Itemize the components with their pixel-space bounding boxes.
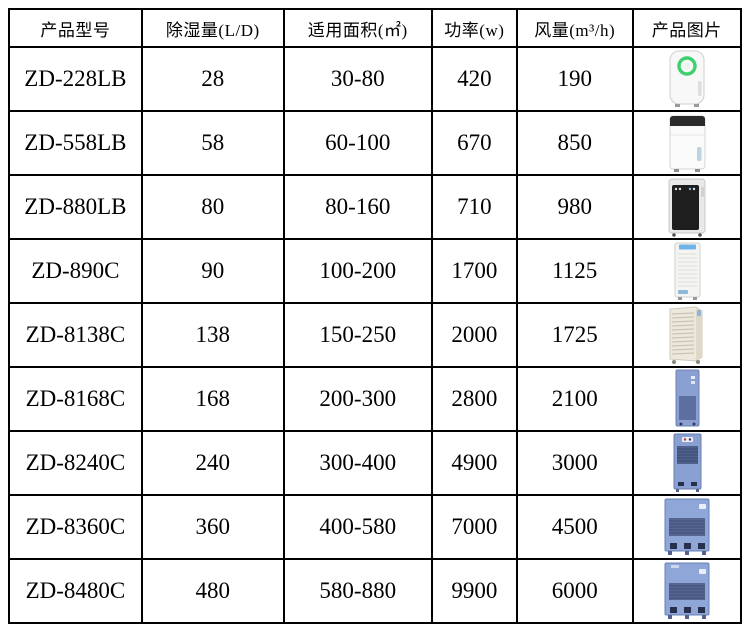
airflow-cell: 980 (515, 174, 634, 240)
power-cell: 2800 (430, 366, 518, 432)
area-cell: 580-880 (282, 558, 433, 624)
area-cell: 400-580 (282, 494, 433, 560)
header-cell-power: 功率(w) (430, 8, 518, 48)
area-cell: 150-250 (282, 302, 433, 368)
product-image-cell (631, 366, 742, 432)
product-image-cell (631, 430, 742, 496)
dehumidify-cell: 58 (140, 110, 285, 176)
model-cell: ZD-8360C (8, 494, 143, 560)
area-cell: 30-80 (282, 46, 433, 112)
product-image-beige-louvered (669, 306, 703, 364)
model-cell: ZD-558LB (8, 110, 143, 176)
dehumidify-cell: 240 (140, 430, 285, 496)
model-cell: ZD-8480C (8, 558, 143, 624)
power-cell: 4900 (430, 430, 518, 496)
header-row: 产品型号 除湿量(L/D) 适用面积(㎡) 功率(w) 风量(m³/h) 产品图… (8, 8, 742, 48)
power-cell: 2000 (430, 302, 518, 368)
product-image-blue-industrial (673, 433, 702, 492)
model-cell: ZD-890C (8, 238, 143, 304)
power-cell: 7000 (430, 494, 518, 560)
table-row: ZD-890C 90 100-200 1700 1125 (8, 238, 742, 304)
airflow-cell: 3000 (515, 430, 634, 496)
area-cell: 300-400 (282, 430, 433, 496)
dehumidify-cell: 480 (140, 558, 285, 624)
area-cell: 100-200 (282, 238, 433, 304)
product-image-blue-industrial-wide-labeled (664, 562, 710, 619)
product-image-white-compact-green-ring (669, 50, 705, 107)
product-image-cell (631, 174, 742, 240)
product-image-blue-industrial-wide (664, 498, 710, 555)
area-cell: 200-300 (282, 366, 433, 432)
product-image-blue-tower (675, 369, 700, 427)
product-image-cell (631, 302, 742, 368)
product-image-cell (631, 238, 742, 304)
model-cell: ZD-8240C (8, 430, 143, 496)
power-cell: 710 (430, 174, 518, 240)
dehumidify-cell: 138 (140, 302, 285, 368)
power-cell: 9900 (430, 558, 518, 624)
power-cell: 1700 (430, 238, 518, 304)
product-spec-table-wrap: 产品型号 除湿量(L/D) 适用面积(㎡) 功率(w) 风量(m³/h) 产品图… (8, 8, 742, 624)
header-cell-dehumidify: 除湿量(L/D) (140, 8, 285, 48)
power-cell: 420 (430, 46, 518, 112)
table-row: ZD-8240C 240 300-400 4900 3000 (8, 430, 742, 496)
table-row: ZD-228LB 28 30-80 420 190 (8, 46, 742, 112)
header-cell-model: 产品型号 (8, 8, 143, 48)
header-cell-airflow: 风量(m³/h) (515, 8, 634, 48)
dehumidify-cell: 28 (140, 46, 285, 112)
table-row: ZD-8480C 480 580-880 9900 6000 (8, 558, 742, 624)
dehumidify-cell: 168 (140, 366, 285, 432)
dehumidify-cell: 90 (140, 238, 285, 304)
product-image-black-front (668, 178, 706, 237)
table-row: ZD-558LB 58 60-100 670 850 (8, 110, 742, 176)
header-cell-area: 适用面积(㎡) (282, 8, 433, 48)
model-cell: ZD-8138C (8, 302, 143, 368)
table-row: ZD-8168C 168 200-300 2800 2100 (8, 366, 742, 432)
airflow-cell: 1725 (515, 302, 634, 368)
airflow-cell: 2100 (515, 366, 634, 432)
product-image-cell (631, 46, 742, 112)
table-row: ZD-8360C 360 400-580 7000 4500 (8, 494, 742, 560)
table-row: ZD-880LB 80 80-160 710 980 (8, 174, 742, 240)
airflow-cell: 6000 (515, 558, 634, 624)
airflow-cell: 850 (515, 110, 634, 176)
model-cell: ZD-228LB (8, 46, 143, 112)
table-row: ZD-8138C 138 150-250 2000 1725 (8, 302, 742, 368)
model-cell: ZD-880LB (8, 174, 143, 240)
header-cell-image: 产品图片 (631, 8, 742, 48)
model-cell: ZD-8168C (8, 366, 143, 432)
airflow-cell: 1125 (515, 238, 634, 304)
airflow-cell: 4500 (515, 494, 634, 560)
dehumidify-cell: 360 (140, 494, 285, 560)
product-image-cell (631, 494, 742, 560)
area-cell: 80-160 (282, 174, 433, 240)
airflow-cell: 190 (515, 46, 634, 112)
product-image-cell (631, 558, 742, 624)
product-spec-table: 产品型号 除湿量(L/D) 适用面积(㎡) 功率(w) 风量(m³/h) 产品图… (8, 8, 742, 624)
power-cell: 670 (430, 110, 518, 176)
product-image-cell (631, 110, 742, 176)
area-cell: 60-100 (282, 110, 433, 176)
product-image-white-tower-blue-display (674, 242, 701, 300)
dehumidify-cell: 80 (140, 174, 285, 240)
product-image-white-black-top (669, 115, 706, 172)
